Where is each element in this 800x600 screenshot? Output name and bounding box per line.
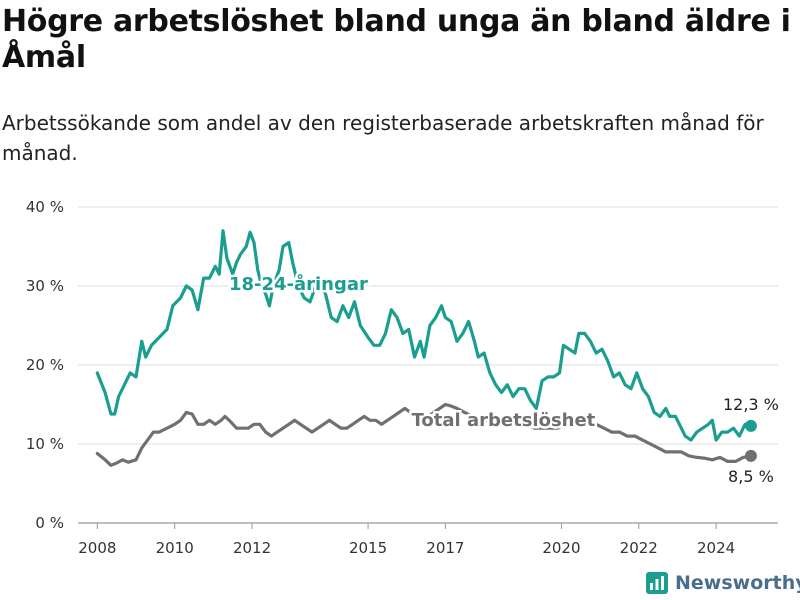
series-line-total: [95, 402, 753, 467]
x-tick-label: 2008: [78, 539, 116, 557]
newsworthy-logo-icon: [646, 572, 668, 594]
end-point-marker: [744, 419, 757, 432]
x-axis: 2008 2010 2012 2015 2017 2020 2022 2024: [78, 523, 735, 557]
end-value-label: 8,5 %: [728, 467, 774, 486]
y-grid: [78, 206, 778, 524]
chart-title: Högre arbetslöshet bland unga än bland ä…: [2, 4, 791, 75]
series-annotation: 18-24-åringar: [229, 273, 368, 295]
y-tick-label: 0 %: [35, 514, 64, 532]
end-point-marker: [744, 449, 757, 462]
x-tick-label: 2015: [349, 539, 387, 557]
x-tick-label: 2017: [426, 539, 464, 557]
x-tick-label: 2022: [620, 539, 658, 557]
series-line-youth: [95, 229, 753, 442]
newsworthy-logo: Newsworthy: [645, 570, 800, 596]
series-annotation: Total arbetslöshet: [412, 410, 596, 431]
chart-subtitle: Arbetssökande som andel av den registerb…: [2, 111, 764, 165]
newsworthy-logo-text: Newsworthy: [675, 572, 800, 594]
x-tick-label: 2024: [697, 539, 735, 557]
end-markers: 12,3 % 8,5 %: [723, 395, 779, 486]
x-tick-label: 2020: [542, 539, 580, 557]
x-tick-label: 2012: [233, 539, 271, 557]
annotations: 18-24-åringar Total arbetslöshet: [226, 270, 598, 433]
x-tick-label: 2010: [156, 539, 194, 557]
y-tick-label: 40 %: [26, 198, 64, 216]
y-tick-label: 30 %: [26, 277, 64, 295]
series-lines: [95, 229, 753, 467]
end-value-label: 12,3 %: [723, 395, 779, 414]
y-axis: 0 % 10 % 20 % 30 % 40 %: [26, 198, 64, 532]
y-tick-label: 20 %: [26, 356, 64, 374]
y-tick-label: 10 %: [26, 435, 64, 453]
